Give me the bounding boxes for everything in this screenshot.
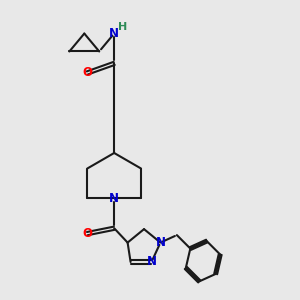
Text: N: N bbox=[146, 256, 157, 268]
Text: N: N bbox=[109, 192, 119, 205]
Text: N: N bbox=[155, 236, 166, 249]
Text: O: O bbox=[82, 227, 92, 240]
Text: H: H bbox=[118, 22, 127, 32]
Text: O: O bbox=[82, 67, 92, 80]
Text: N: N bbox=[109, 27, 119, 40]
